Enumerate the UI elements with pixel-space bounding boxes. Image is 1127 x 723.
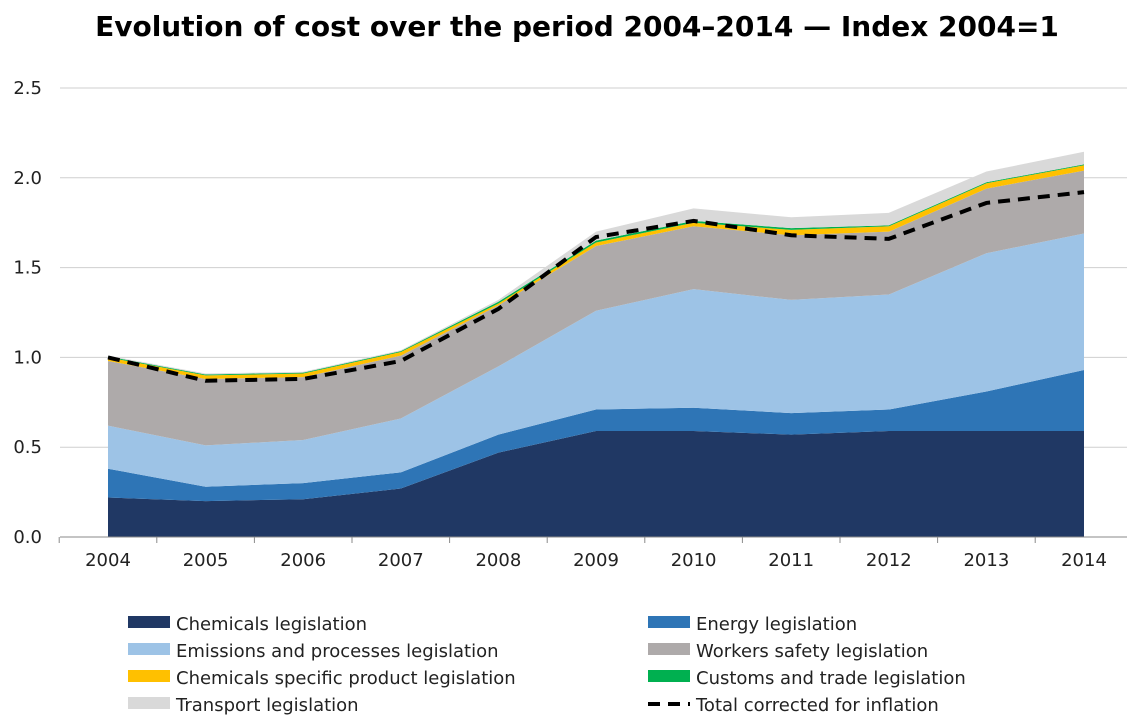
area-series-0 (108, 431, 1084, 537)
x-tick-label: 2013 (963, 550, 1009, 571)
x-tick-label: 2008 (475, 550, 521, 571)
total-inflation-line (107, 190, 1085, 383)
area-series-3 (108, 170, 1084, 446)
legend-swatch (128, 643, 170, 655)
total-line-layer (107, 190, 1085, 383)
legend-label: Transport legislation (175, 695, 359, 716)
y-tick-label: 1.0 (13, 347, 42, 368)
legend-label: Workers safety legislation (696, 641, 928, 662)
area-series-4 (108, 165, 1084, 379)
legend-swatch (648, 643, 690, 655)
area-series-2 (108, 233, 1084, 487)
legend-swatch (128, 697, 170, 709)
area-series-6 (108, 151, 1084, 375)
y-tick-label: 2.5 (13, 78, 42, 99)
legend-swatch (648, 616, 690, 628)
legend-label: Total corrected for inflation (695, 695, 939, 716)
x-tick-label: 2009 (573, 550, 619, 571)
legend-swatch (128, 616, 170, 628)
x-tick-label: 2006 (280, 550, 326, 571)
x-tick-label: 2004 (85, 550, 131, 571)
legend-swatch (128, 670, 170, 682)
axes: 0.0 0.5 1.0 1.5 2.0 2.5 2004 2005 2006 2007 2008 20… (13, 78, 1127, 571)
legend-label: Customs and trade legislation (696, 668, 966, 689)
legend-label: Energy legislation (696, 614, 857, 635)
x-tick-label: 2007 (378, 550, 424, 571)
legend-swatch (648, 670, 690, 682)
stacked-areas (108, 151, 1084, 537)
x-tick-label: 2014 (1061, 550, 1107, 571)
x-tick-label: 2005 (183, 550, 229, 571)
y-tick-label: 0.5 (13, 437, 42, 458)
chart-title: Evolution of cost over the period 2004–2… (95, 10, 1059, 43)
legend-label: Emissions and processes legislation (176, 641, 499, 662)
legend-label: Chemicals specific product legislation (176, 668, 516, 689)
x-tick-label: 2011 (768, 550, 814, 571)
legend-label: Chemicals legislation (176, 614, 367, 635)
y-tick-label: 1.5 (13, 258, 42, 279)
y-tick-label: 0.0 (13, 527, 42, 548)
area-series-1 (108, 369, 1084, 502)
x-tick-label: 2010 (671, 550, 717, 571)
x-tick-label: 2012 (866, 550, 912, 571)
y-tick-label: 2.0 (13, 168, 42, 189)
legend: Chemicals legislation Energy legislation E… (128, 614, 966, 716)
